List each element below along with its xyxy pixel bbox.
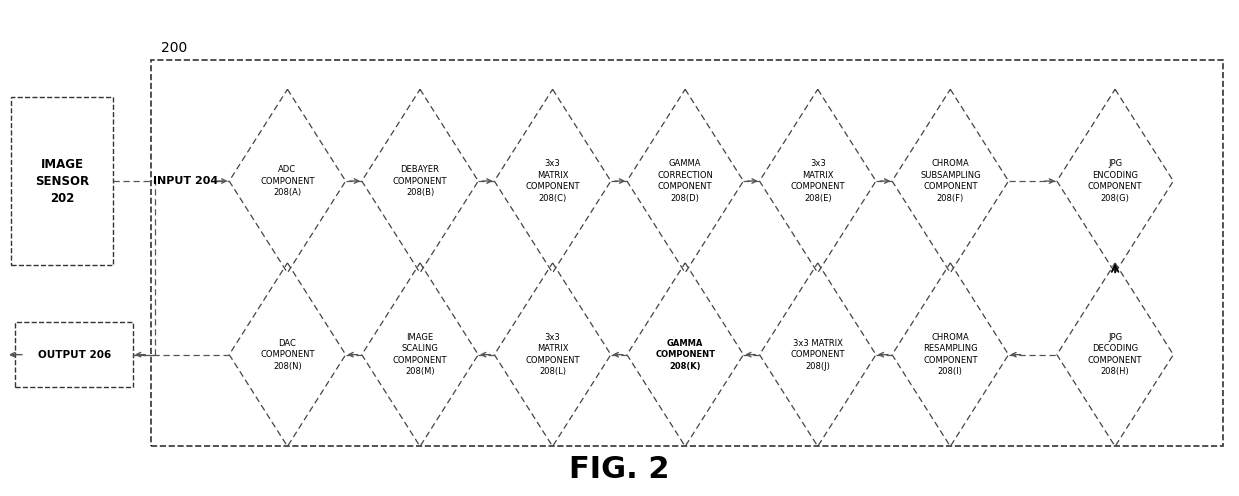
Text: 3x3
MATRIX
COMPONENT
208(C): 3x3 MATRIX COMPONENT 208(C) [525,159,580,203]
Bar [15,322,134,387]
Text: 3x3 MATRIX
COMPONENT
208(J): 3x3 MATRIX COMPONENT 208(J) [790,339,845,371]
Text: GAMMA
CORRECTION
COMPONENT
208(D): GAMMA CORRECTION COMPONENT 208(D) [657,159,714,203]
Text: IMAGE
SCALING
COMPONENT
208(M): IMAGE SCALING COMPONENT 208(M) [393,333,447,376]
Text: 200: 200 [161,41,187,55]
Bar [151,60,1223,446]
Text: DEBAYER
COMPONENT
208(B): DEBAYER COMPONENT 208(B) [393,165,447,197]
Text: JPG
ENCODING
COMPONENT
208(G): JPG ENCODING COMPONENT 208(G) [1088,159,1142,203]
Text: INPUT 204: INPUT 204 [154,176,218,186]
Text: ADC
COMPONENT
208(A): ADC COMPONENT 208(A) [260,165,315,197]
Text: OUTPUT 206: OUTPUT 206 [37,350,112,360]
Text: DAC
COMPONENT
208(N): DAC COMPONENT 208(N) [260,339,315,371]
Text: JPG
DECODING
COMPONENT
208(H): JPG DECODING COMPONENT 208(H) [1088,333,1142,376]
Text: GAMMA
COMPONENT
208(K): GAMMA COMPONENT 208(K) [655,339,715,371]
Text: 3x3
MATRIX
COMPONENT
208(L): 3x3 MATRIX COMPONENT 208(L) [525,333,580,376]
Text: IMAGE
SENSOR
202: IMAGE SENSOR 202 [35,158,89,204]
Text: 3x3
MATRIX
COMPONENT
208(E): 3x3 MATRIX COMPONENT 208(E) [790,159,845,203]
Bar [11,97,113,265]
Text: FIG. 2: FIG. 2 [569,455,670,484]
Text: CHROMA
SUBSAMPLING
COMPONENT
208(F): CHROMA SUBSAMPLING COMPONENT 208(F) [921,159,980,203]
Text: CHROMA
RESAMPLING
COMPONENT
208(I): CHROMA RESAMPLING COMPONENT 208(I) [923,333,978,376]
